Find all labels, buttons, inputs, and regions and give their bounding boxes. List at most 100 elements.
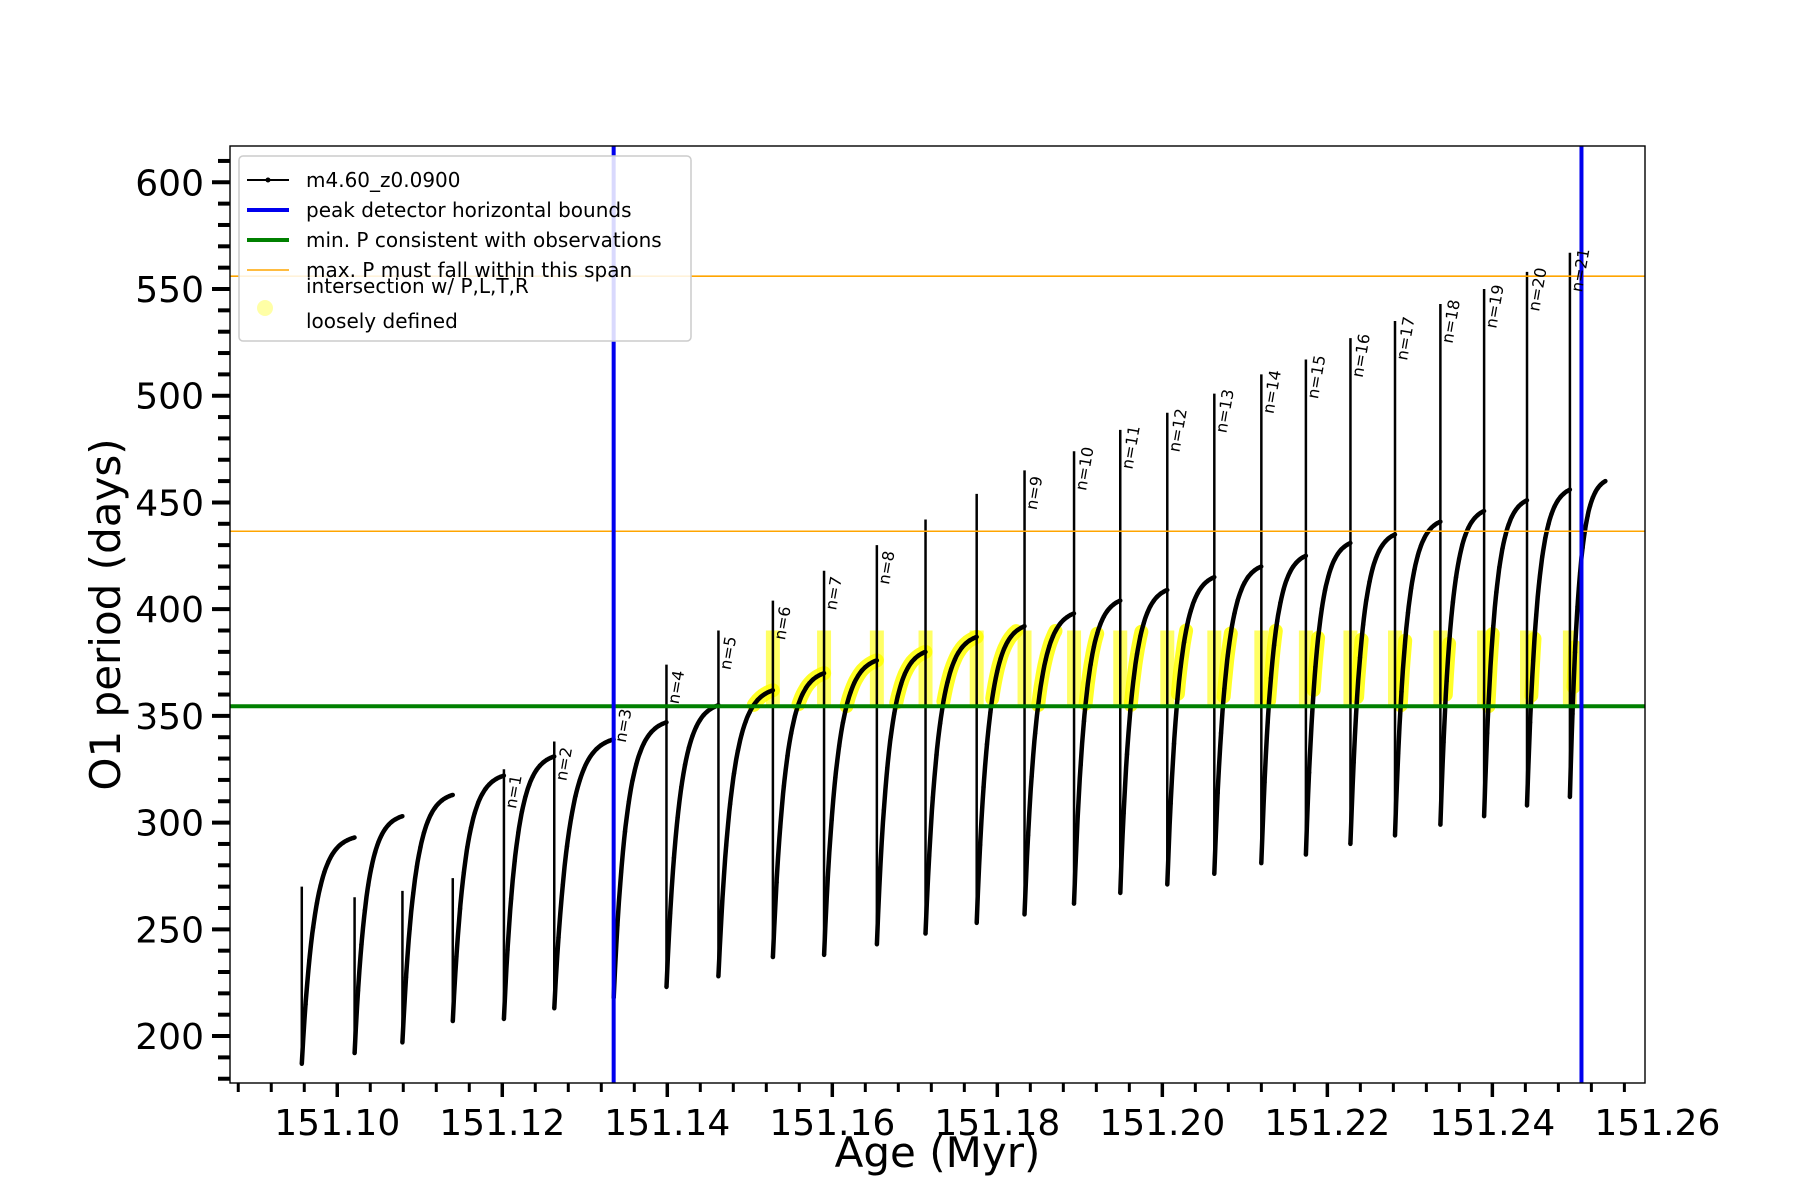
series-marker bbox=[948, 667, 954, 672]
series-marker bbox=[465, 844, 470, 850]
series-marker bbox=[552, 754, 557, 759]
y-tick-label: 350 bbox=[135, 697, 204, 738]
legend-label: intersection w/ P,L,T,R bbox=[306, 274, 529, 298]
series-marker bbox=[552, 1006, 557, 1011]
series-marker bbox=[634, 762, 639, 767]
series-marker bbox=[1218, 730, 1224, 736]
series-marker bbox=[1412, 567, 1417, 572]
series-marker bbox=[694, 724, 699, 730]
series-marker bbox=[403, 975, 409, 980]
series-marker bbox=[945, 680, 950, 685]
series-marker bbox=[1075, 821, 1080, 827]
series-marker bbox=[731, 771, 737, 776]
series-marker bbox=[1168, 801, 1173, 806]
series-marker bbox=[1215, 790, 1220, 796]
series-marker bbox=[909, 660, 914, 665]
series-marker bbox=[1165, 882, 1170, 887]
series-marker bbox=[1141, 620, 1147, 626]
series-marker bbox=[1148, 603, 1153, 609]
series-marker bbox=[615, 923, 620, 928]
series-marker bbox=[1008, 634, 1014, 639]
series-marker bbox=[501, 773, 507, 778]
series-marker bbox=[778, 824, 783, 830]
series-marker bbox=[1593, 490, 1598, 495]
series-marker bbox=[1588, 503, 1593, 508]
series-marker bbox=[1303, 852, 1309, 857]
series-marker bbox=[1585, 513, 1590, 518]
series-marker bbox=[307, 958, 312, 963]
series-marker bbox=[885, 765, 890, 771]
series-marker bbox=[1249, 571, 1254, 576]
series-marker bbox=[1068, 612, 1073, 618]
series-marker bbox=[541, 760, 546, 765]
series-marker bbox=[310, 925, 316, 930]
series-marker bbox=[1540, 554, 1545, 559]
series-marker bbox=[407, 926, 412, 932]
series-marker bbox=[660, 721, 665, 726]
series-marker bbox=[923, 649, 928, 655]
series-marker bbox=[1205, 578, 1210, 584]
series-marker bbox=[1376, 548, 1382, 554]
series-marker bbox=[1262, 780, 1267, 785]
series-marker bbox=[1029, 774, 1034, 779]
series-marker bbox=[1128, 708, 1133, 713]
series-marker bbox=[573, 794, 578, 799]
series-marker bbox=[1428, 526, 1433, 531]
series-marker bbox=[429, 811, 434, 817]
series-marker bbox=[1418, 543, 1424, 548]
series-marker bbox=[1047, 644, 1052, 649]
series-marker bbox=[341, 840, 346, 845]
series-marker bbox=[668, 910, 673, 915]
series-marker bbox=[1095, 631, 1100, 636]
series-marker bbox=[1316, 631, 1321, 636]
series-marker bbox=[855, 673, 861, 679]
series-marker bbox=[1466, 525, 1471, 530]
series-marker bbox=[1524, 803, 1530, 808]
series-marker bbox=[1022, 624, 1027, 629]
series-marker bbox=[1456, 556, 1462, 562]
series-marker bbox=[1500, 546, 1505, 551]
series-marker bbox=[1306, 770, 1312, 775]
series-marker bbox=[1329, 564, 1334, 570]
legend-marker bbox=[265, 177, 271, 183]
series-marker bbox=[421, 830, 427, 835]
series-marker bbox=[569, 815, 574, 820]
series-marker bbox=[1284, 577, 1290, 582]
series-marker bbox=[512, 858, 517, 863]
series-marker bbox=[919, 651, 925, 656]
series-marker bbox=[1081, 718, 1087, 724]
series-marker bbox=[1434, 521, 1440, 526]
series-marker bbox=[1491, 623, 1496, 629]
series-marker bbox=[959, 645, 965, 650]
series-marker bbox=[516, 830, 521, 835]
series-marker bbox=[1121, 811, 1126, 816]
series-marker bbox=[1322, 588, 1328, 593]
y-tick-label: 450 bbox=[135, 483, 204, 524]
series-marker bbox=[724, 843, 729, 848]
y-tick-label: 400 bbox=[135, 590, 204, 631]
series-marker bbox=[1071, 901, 1077, 906]
series-marker bbox=[1310, 709, 1315, 715]
series-marker bbox=[352, 835, 357, 840]
series-marker bbox=[1228, 629, 1234, 634]
series-marker bbox=[483, 786, 488, 791]
series-marker bbox=[362, 908, 367, 913]
series-marker bbox=[432, 805, 437, 811]
series-marker bbox=[1534, 613, 1539, 618]
series-marker bbox=[1506, 522, 1511, 527]
series-marker bbox=[899, 681, 904, 686]
series-marker bbox=[1453, 575, 1459, 580]
series-marker bbox=[892, 711, 897, 716]
series-marker bbox=[675, 815, 680, 820]
series-spikes bbox=[300, 252, 1572, 1064]
series-marker bbox=[303, 1002, 308, 1007]
series-marker bbox=[1319, 606, 1325, 611]
series-marker bbox=[720, 898, 725, 904]
series-marker bbox=[1124, 752, 1130, 757]
series-marker bbox=[1015, 627, 1020, 633]
series-marker bbox=[1050, 634, 1056, 639]
series-marker bbox=[1278, 600, 1283, 605]
series-marker bbox=[379, 832, 385, 837]
series-marker bbox=[888, 734, 893, 739]
